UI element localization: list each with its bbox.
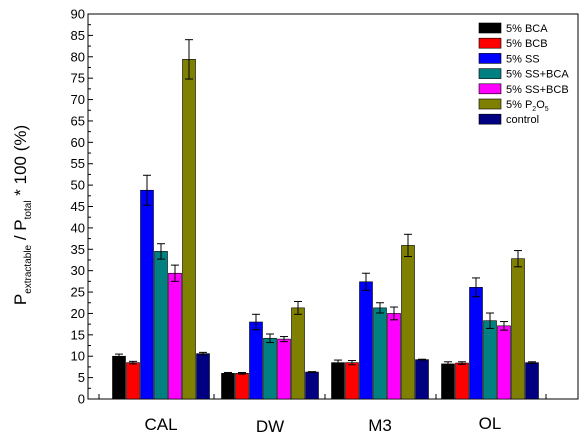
bar — [277, 338, 291, 400]
y-axis-label-tail: * 100 (%) — [11, 125, 30, 201]
bar — [497, 325, 511, 400]
legend-swatch — [478, 83, 502, 95]
bar — [154, 251, 168, 400]
y-axis-label-sub2: total — [23, 200, 34, 219]
bar — [249, 321, 263, 400]
legend-swatch — [478, 68, 502, 79]
bar — [221, 373, 235, 400]
y-tick-label: 70 — [71, 92, 85, 107]
y-tick-label: 45 — [71, 199, 85, 214]
y-tick-label: 30 — [71, 263, 85, 278]
bar — [126, 362, 140, 400]
bar — [387, 313, 401, 400]
bar — [511, 258, 525, 400]
bar — [112, 355, 126, 400]
legend-swatch — [478, 37, 502, 49]
y-axis-label-mid: / P — [11, 219, 30, 245]
bar — [525, 362, 539, 400]
legend-label: 5% P2O5 — [506, 99, 549, 113]
legend-swatch — [478, 98, 502, 110]
y-tick-label: 85 — [71, 28, 85, 43]
y-tick-label: 40 — [71, 220, 85, 235]
legend: 5% BCA 5% BCB 5% SS 5% SS+BCA 5% SS+BCB 5% P2… — [478, 22, 569, 126]
x-tick-label: M3 — [368, 416, 392, 435]
legend-swatch — [478, 53, 502, 64]
y-tick-label: 15 — [71, 327, 85, 342]
bar — [305, 371, 319, 400]
y-tick-label: 0 — [78, 392, 85, 407]
bar — [331, 362, 345, 400]
bar — [345, 362, 359, 400]
bar — [168, 272, 182, 400]
legend-label: 5% BCB — [506, 38, 548, 50]
bar — [441, 363, 455, 400]
y-tick-label: 10 — [71, 349, 85, 364]
legend-swatch — [478, 113, 502, 125]
bar — [373, 307, 387, 400]
y-axis-label: Pextractable / Ptotal * 100 (%) — [11, 125, 34, 305]
y-tick-label: 25 — [71, 285, 85, 300]
y-axis-label-main: P — [11, 294, 30, 305]
y-tick-label: 75 — [71, 71, 85, 86]
y-tick-label: 35 — [71, 242, 85, 257]
legend-swatch — [478, 22, 502, 34]
legend-label: 5% SS — [506, 53, 540, 65]
bar — [415, 359, 429, 400]
x-tick-label: DW — [256, 417, 284, 436]
bar — [291, 307, 305, 400]
y-tick-label: 20 — [71, 306, 85, 321]
bar — [359, 281, 373, 400]
legend-label: 5% BCA — [506, 23, 548, 35]
x-tick-label: CAL — [144, 415, 177, 434]
legend-label: control — [506, 114, 539, 126]
bar — [235, 373, 249, 400]
legend-label: 5% SS+BCB — [506, 84, 569, 96]
bar — [455, 362, 469, 400]
y-tick-label: 5 — [78, 370, 85, 385]
legend-label: 5% SS+BCA — [506, 69, 569, 81]
bar — [140, 189, 154, 400]
y-tick-label: 65 — [71, 113, 85, 128]
bar — [196, 353, 210, 400]
x-tick-label: OL — [479, 414, 502, 433]
y-tick-label: 80 — [71, 49, 85, 64]
y-tick-label: 55 — [71, 156, 85, 171]
y-tick-label: 60 — [71, 135, 85, 150]
y-axis-label-sub1: extractable — [23, 244, 34, 293]
bar — [483, 320, 497, 400]
y-tick-label: 50 — [71, 178, 85, 193]
bar — [182, 59, 196, 400]
y-tick-label: 90 — [71, 7, 85, 22]
bar — [401, 245, 415, 400]
bar — [263, 337, 277, 400]
plot-area: 0 5 10 15 20 25 30 35 40 45 50 55 60 65 70 75 80 85 90 CAL D… — [71, 7, 579, 436]
bar — [469, 287, 483, 400]
